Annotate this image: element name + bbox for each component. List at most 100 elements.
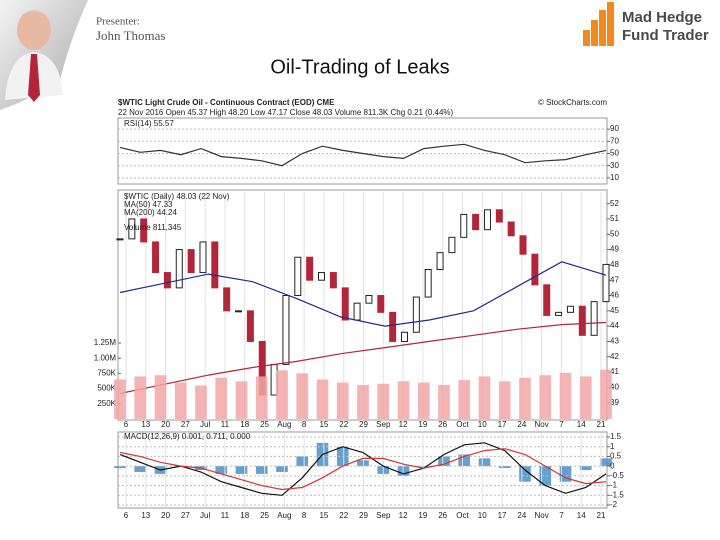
candle (187, 249, 195, 274)
panel-frame (117, 431, 608, 509)
candle (519, 235, 527, 255)
x-tick-label: 12 (399, 420, 408, 429)
candle (424, 268, 432, 298)
y-tick-label: 52 (610, 199, 619, 208)
bar (539, 375, 552, 419)
y-tick-label: 42 (610, 352, 619, 361)
x-tick-label: 17 (498, 511, 507, 520)
x-tick-label: Nov (535, 511, 549, 520)
x-tick-label: 17 (498, 420, 507, 429)
bar (316, 379, 329, 419)
y-tick-label: 48 (610, 260, 619, 269)
slide-title: Oil-Trading of Leaks (270, 56, 449, 78)
candle (412, 296, 420, 333)
y-tick-label: 500K (97, 384, 116, 393)
bar (579, 466, 592, 471)
y-tick-label: 0.5 (610, 452, 622, 461)
bar (438, 384, 450, 419)
bar (114, 379, 126, 419)
x-tick-label: 29 (359, 511, 368, 520)
x-tick-label: 8 (302, 420, 307, 429)
x-tick-label: 21 (597, 420, 606, 429)
x-tick-label: 14 (577, 511, 586, 520)
logo-text: Mad Hedge (622, 9, 702, 26)
candle (377, 295, 385, 313)
series-line (119, 261, 607, 327)
presenter-label: Presenter: (96, 16, 140, 28)
candle (341, 287, 349, 321)
x-tick-label: 26 (438, 511, 447, 520)
y-tick-label: 50 (610, 229, 619, 238)
y-tick-label: -2 (610, 500, 618, 509)
y-tick-label: 43 (610, 337, 619, 346)
x-tick-label: Jul (200, 511, 210, 520)
x-tick-label: Sep (376, 420, 391, 429)
candle (163, 272, 171, 289)
y-tick-label: 44 (610, 321, 619, 330)
bar (154, 375, 167, 419)
bar (478, 458, 491, 467)
bar (498, 381, 511, 419)
candle (116, 238, 124, 241)
presenter-photo (0, 0, 88, 110)
bar (498, 466, 511, 469)
candle (175, 249, 183, 289)
y-tick-label: -1.5 (610, 490, 624, 499)
bar (519, 466, 531, 482)
candle (543, 284, 551, 316)
y-tick-label: 50 (610, 149, 619, 158)
bar (478, 376, 491, 419)
y-tick-label: 39 (610, 398, 619, 407)
x-tick-label: Jul (200, 420, 210, 429)
bar (559, 466, 572, 482)
candle (460, 213, 468, 238)
y-tick-label: 46 (610, 291, 619, 300)
x-tick-label: 13 (141, 511, 150, 520)
chart-subtitle: 22 Nov 2016 Open 45.37 High 48.20 Low 47… (118, 108, 454, 117)
bar (174, 382, 187, 419)
candle (128, 218, 136, 240)
candle (353, 302, 361, 321)
x-tick-label: 25 (260, 420, 269, 429)
legend-entry: MA(200) 44.24 (124, 208, 177, 217)
x-tick-label: Aug (277, 420, 291, 429)
candle (152, 241, 160, 274)
legend-entry: Volume 811,345 (124, 223, 182, 232)
x-tick-label: 19 (418, 511, 427, 520)
bar (559, 372, 572, 419)
x-tick-label: 19 (418, 420, 427, 429)
x-tick-label: 18 (240, 511, 249, 520)
bar (397, 381, 410, 419)
bar (215, 377, 228, 419)
bar (458, 380, 471, 419)
y-tick-label: -0.5 (610, 471, 624, 480)
candle (590, 301, 598, 336)
x-tick-label: 6 (124, 420, 129, 429)
candle (140, 218, 148, 243)
legend-entry: MA(50) 47.33 (124, 200, 173, 209)
y-tick-label: 90 (610, 124, 619, 133)
x-tick-label: 18 (240, 420, 249, 429)
series-line (119, 448, 607, 491)
x-tick-label: 15 (319, 511, 328, 520)
x-tick-label: Aug (277, 511, 291, 520)
candle (389, 311, 397, 342)
x-tick-label: 21 (597, 511, 606, 520)
series-line (119, 321, 607, 395)
candle (555, 311, 563, 316)
candle (531, 253, 539, 286)
series-line (119, 143, 607, 167)
x-tick-label: 25 (260, 511, 269, 520)
series-line (119, 442, 607, 496)
bar (357, 384, 369, 419)
y-tick-label: 40 (610, 382, 619, 391)
candle (282, 295, 290, 365)
candle (318, 272, 326, 281)
bar (519, 377, 531, 419)
logo-mark (583, 2, 614, 46)
x-tick-label: 22 (339, 511, 348, 520)
x-tick-label: 7 (559, 420, 564, 429)
y-tick-label: 41 (610, 367, 619, 376)
x-tick-label: 22 (339, 420, 348, 429)
